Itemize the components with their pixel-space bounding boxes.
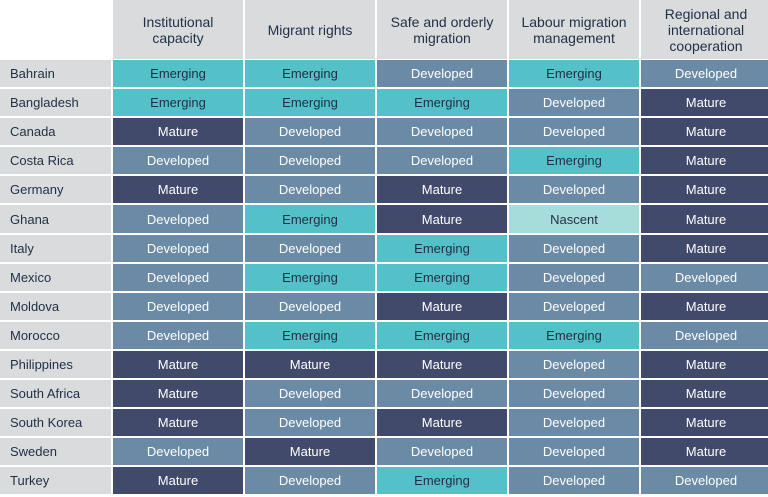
row-label: Ghana [0, 205, 111, 235]
row-label: South Korea [0, 409, 111, 439]
table-cell: Emerging [509, 60, 639, 90]
table-cell: Developed [377, 147, 507, 177]
row-label: Turkey [0, 467, 111, 497]
table-cell: Emerging [509, 321, 639, 351]
row-label: Sweden [0, 438, 111, 468]
table-cell: Mature [245, 438, 375, 468]
table-cell: Mature [377, 176, 507, 206]
column-header: Labour migration management [509, 0, 639, 60]
column-header: Regional and international cooperation [641, 0, 768, 60]
table-cell: Developed [377, 380, 507, 410]
table-cell: Mature [377, 409, 507, 439]
table-cell: Developed [509, 409, 639, 439]
table-cell: Mature [113, 118, 243, 148]
table-cell: Developed [245, 118, 375, 148]
table-cell: Developed [509, 234, 639, 264]
table-cell: Developed [377, 118, 507, 148]
table-cell: Emerging [245, 321, 375, 351]
table-cell: Mature [113, 409, 243, 439]
table-cell: Emerging [377, 321, 507, 351]
table-cell: Mature [641, 292, 768, 322]
table-cell: Developed [245, 409, 375, 439]
table-cell: Emerging [377, 263, 507, 293]
table-cell: Developed [509, 176, 639, 206]
table-cell: Mature [641, 234, 768, 264]
table-cell: Mature [641, 176, 768, 206]
table-cell: Developed [113, 234, 243, 264]
table-cell: Developed [113, 292, 243, 322]
table-cell: Mature [641, 205, 768, 235]
table-cell: Mature [641, 438, 768, 468]
row-label: South Africa [0, 380, 111, 410]
table-cell: Mature [641, 147, 768, 177]
row-label: Germany [0, 176, 111, 206]
table-cell: Emerging [245, 89, 375, 119]
table-cell: Developed [509, 467, 639, 497]
table-cell: Developed [509, 350, 639, 381]
table-cell: Developed [509, 380, 639, 410]
table-cell: Developed [377, 60, 507, 90]
column-header: Safe and orderly migration [377, 0, 507, 60]
table-cell: Emerging [113, 89, 243, 119]
column-header: Institutional capacity [113, 0, 243, 60]
table-cell: Developed [641, 263, 768, 293]
table-cell: Emerging [245, 205, 375, 235]
table-cell: Emerging [377, 234, 507, 264]
row-label: Philippines [0, 350, 111, 381]
table-cell: Emerging [377, 467, 507, 497]
table-cell: Developed [113, 147, 243, 177]
table-cell: Developed [509, 118, 639, 148]
row-label: Canada [0, 118, 111, 148]
table-cell: Developed [245, 147, 375, 177]
table-cell: Mature [245, 350, 375, 381]
table-cell: Mature [113, 380, 243, 410]
table-cell: Mature [113, 350, 243, 381]
row-label: Morocco [0, 321, 111, 351]
table-cell: Developed [113, 263, 243, 293]
table-cell: Mature [641, 89, 768, 119]
table-cell: Developed [245, 467, 375, 497]
table-cell: Mature [641, 350, 768, 381]
table-cell: Mature [113, 467, 243, 497]
table-cell: Mature [641, 409, 768, 439]
column-header: Migrant rights [245, 0, 375, 60]
table-cell: Emerging [245, 60, 375, 90]
table-cell: Mature [641, 380, 768, 410]
table-cell: Developed [509, 292, 639, 322]
table-cell: Mature [377, 292, 507, 322]
table-cell: Developed [113, 321, 243, 351]
table-cell: Mature [377, 205, 507, 235]
table-cell: Developed [113, 438, 243, 468]
table-cell: Developed [509, 89, 639, 119]
table-cell: Mature [377, 350, 507, 381]
row-label: Italy [0, 234, 111, 264]
row-label: Bangladesh [0, 89, 111, 119]
table-cell: Developed [377, 438, 507, 468]
table-cell: Developed [509, 263, 639, 293]
table-cell: Developed [245, 292, 375, 322]
table-cell: Mature [641, 118, 768, 148]
row-label: Mexico [0, 263, 111, 293]
table-cell: Developed [641, 321, 768, 351]
table-cell: Nascent [509, 205, 639, 235]
table-cell: Developed [245, 176, 375, 206]
table-cell: Emerging [113, 60, 243, 90]
row-label: Moldova [0, 292, 111, 322]
table-cell: Mature [113, 176, 243, 206]
table-cell: Developed [245, 380, 375, 410]
row-label: Bahrain [0, 60, 111, 90]
table-cell: Developed [641, 467, 768, 497]
table-cell: Emerging [377, 89, 507, 119]
table-cell: Emerging [509, 147, 639, 177]
table-cell: Developed [509, 438, 639, 468]
table-cell: Developed [113, 205, 243, 235]
row-label: Costa Rica [0, 147, 111, 177]
table-corner [0, 0, 111, 60]
table-cell: Developed [245, 234, 375, 264]
table-cell: Developed [641, 60, 768, 90]
table-cell: Emerging [245, 263, 375, 293]
